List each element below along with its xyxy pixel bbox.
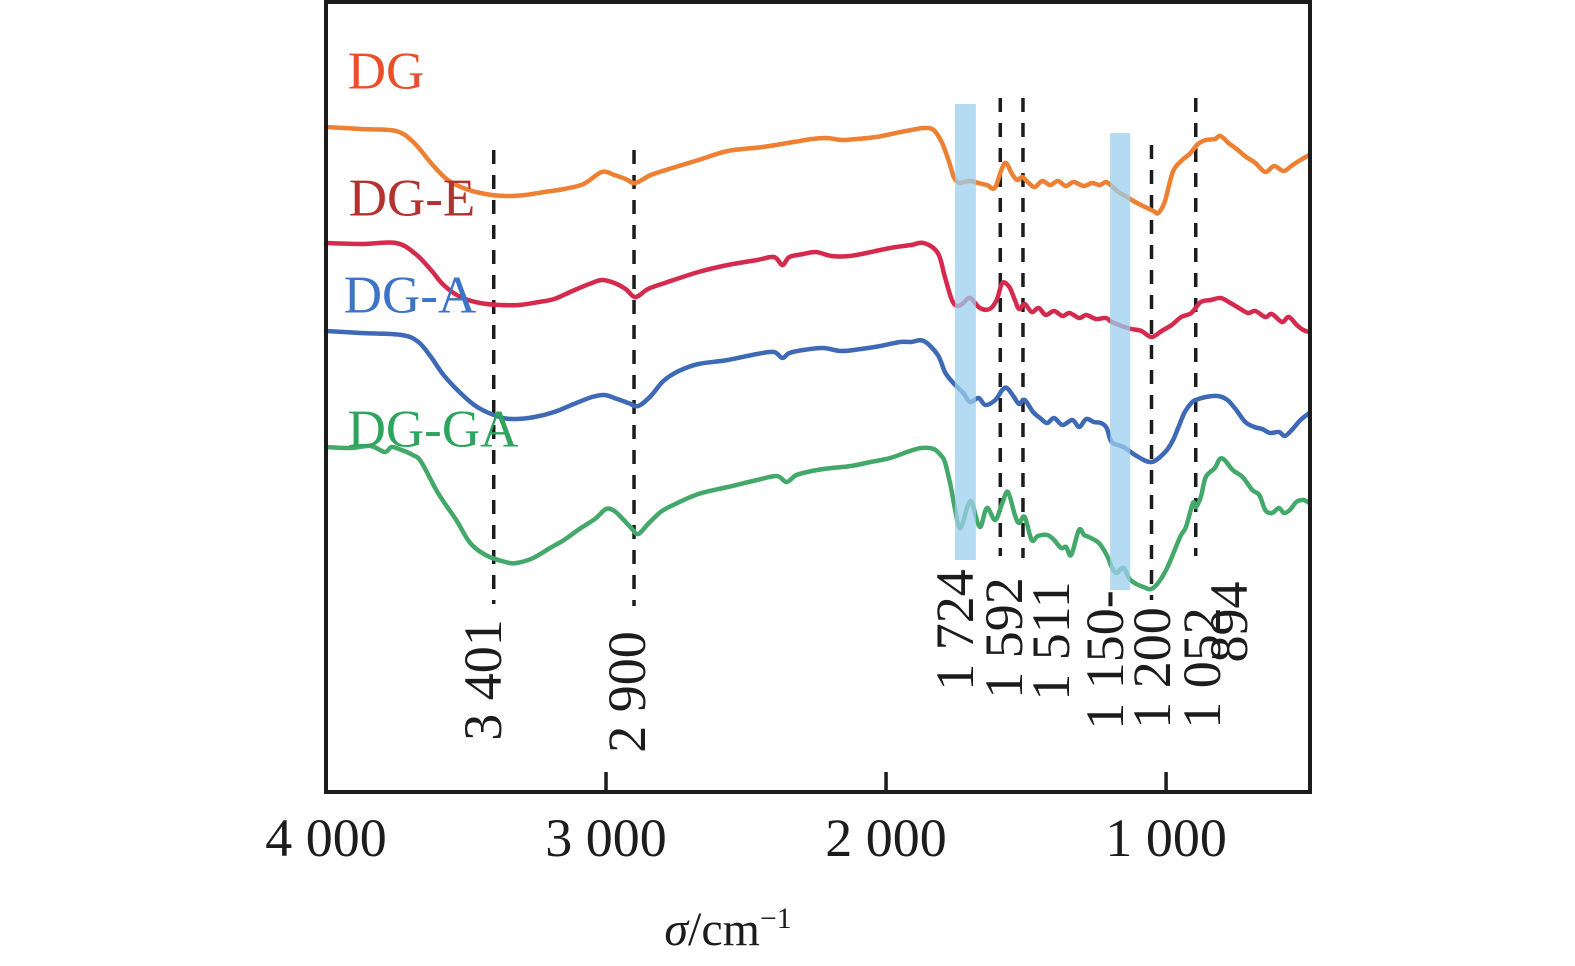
wavenumber-annotation: 1 511	[1021, 581, 1081, 701]
spectrum-curve-DG-A	[323, 328, 1312, 465]
wavenumber-annotation: 894	[1199, 581, 1259, 663]
series-label-DG-E: DG-E	[348, 169, 476, 228]
wavenumber-annotation: 2 900	[597, 631, 657, 753]
plot-frame	[324, 0, 1312, 794]
axis-unit: /cm	[688, 903, 760, 956]
wavenumber-annotation: 3 401	[453, 619, 513, 741]
spectrum-curve-DG-GA	[323, 443, 1312, 592]
x-tick-label: 3 000	[545, 808, 667, 868]
x-axis-title: σ/cm−1	[664, 904, 791, 954]
highlight-band	[954, 104, 976, 560]
x-tick-label: 4 000	[265, 808, 387, 868]
x-tick-label: 1 000	[1105, 808, 1227, 868]
series-label-DG-GA: DG-GA	[347, 400, 519, 459]
x-tick-label: 2 000	[825, 808, 947, 868]
wavenumber-annotation: 1 200	[1122, 607, 1182, 729]
sigma-symbol: σ	[664, 903, 689, 956]
series-label-DG-A: DG-A	[343, 266, 477, 325]
spectrum-curve-DG	[323, 124, 1312, 216]
series-label-DG: DG	[347, 42, 425, 101]
highlight-band	[1110, 133, 1131, 590]
axis-exponent: −1	[760, 902, 792, 935]
